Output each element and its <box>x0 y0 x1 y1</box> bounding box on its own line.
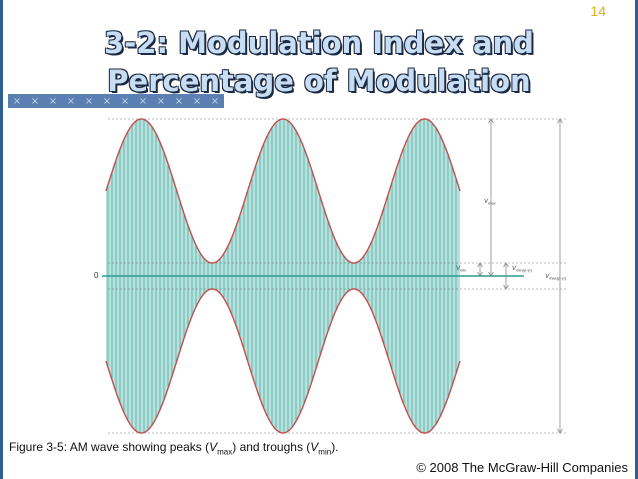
deco-x-icon: × <box>102 95 112 107</box>
left-frame-border <box>0 0 3 479</box>
deco-x-icon: × <box>192 95 202 107</box>
deco-x-icon: × <box>210 95 220 107</box>
slide-title-line-1: 3-2: Modulation Index and <box>104 26 534 60</box>
upper-envelope <box>105 118 461 264</box>
deco-x-icon: × <box>48 95 58 107</box>
dimension-arrows <box>477 118 563 434</box>
figure-caption: Figure 3-5: AM wave showing peaks (Vmax)… <box>9 440 339 457</box>
deco-x-icon: × <box>120 95 130 107</box>
vmax-arrow <box>488 118 494 277</box>
vmin-pp-arrow <box>503 262 509 290</box>
copyright-footer: © 2008 The McGraw-Hill Companies <box>416 460 628 475</box>
vmax-pp-arrow <box>557 118 563 434</box>
deco-x-icon: × <box>12 95 22 107</box>
vmax-pp-label: Vmax(p–p) <box>545 274 567 281</box>
right-frame-border <box>635 0 638 479</box>
vmax-label: Vmax <box>484 199 496 206</box>
decorative-bar: × × × × × × × × × × × × <box>8 94 224 108</box>
deco-x-icon: × <box>30 95 40 107</box>
vmin-label: Vmin <box>456 266 466 273</box>
vmin-arrow <box>477 262 483 277</box>
slide-title-line-2: Percentage of Modulation <box>107 64 531 98</box>
deco-x-icon: × <box>156 95 166 107</box>
slide-title: 3-2: Modulation Index and Percentage of … <box>0 24 638 100</box>
am-wave-diagram: 0 Vmax Vmin Vmin(p–p) Vmax(p–p) <box>94 118 568 434</box>
deco-x-icon: × <box>84 95 94 107</box>
zero-axis-label: 0 <box>94 271 99 280</box>
deco-x-icon: × <box>66 95 76 107</box>
dashed-reference-lines <box>108 118 568 434</box>
deco-x-icon: × <box>138 95 148 107</box>
vmin-pp-label: Vmin(p–p) <box>512 266 532 273</box>
lower-envelope <box>105 288 461 434</box>
deco-x-icon: × <box>174 95 184 107</box>
slide-number: 14 <box>590 3 606 19</box>
